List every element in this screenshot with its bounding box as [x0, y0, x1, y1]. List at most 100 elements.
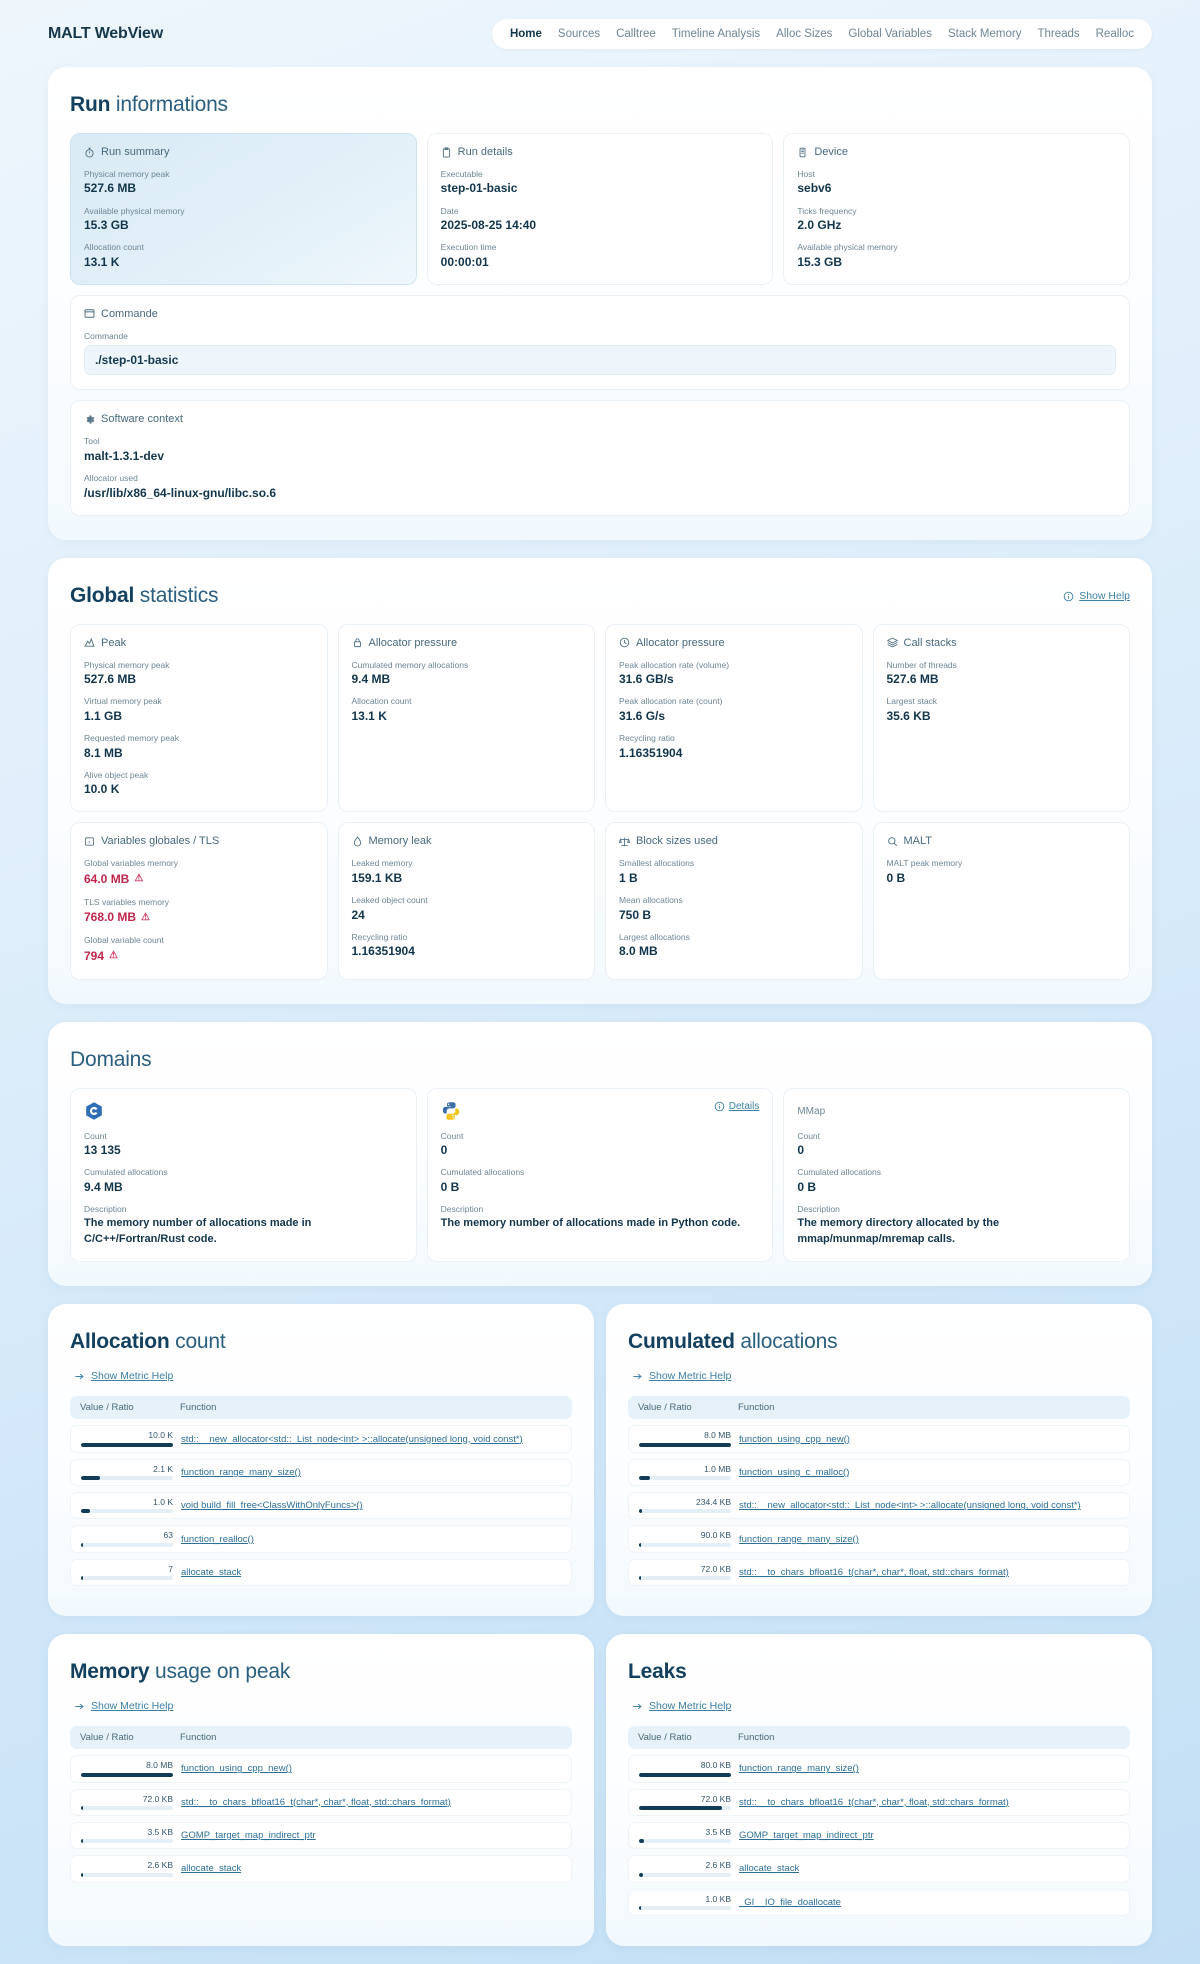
stat-value: 794 ⚠ — [84, 948, 118, 964]
function-link[interactable]: function_realloc() — [181, 1533, 254, 1545]
gear-icon — [84, 414, 95, 425]
lk-title-bold: Leaks — [628, 1660, 687, 1684]
nav-item-timeline-analysis[interactable]: Timeline Analysis — [671, 27, 761, 40]
memory-usage-help-link[interactable]: Show Metric Help — [91, 1700, 174, 1713]
stat-label: Physical memory peak — [84, 659, 170, 670]
nav-item-realloc[interactable]: Realloc — [1095, 27, 1134, 40]
function-link[interactable]: function_range_many_size() — [181, 1466, 301, 1478]
ratio-bar-track — [81, 1542, 173, 1547]
cumulated-allocations-help-link[interactable]: Show Metric Help — [649, 1370, 732, 1383]
function-link[interactable]: function_range_many_size() — [739, 1763, 859, 1775]
stat-row: Executable step-01-basic — [441, 169, 760, 197]
table-row[interactable]: 72.0 KB std::__to_chars_bfloat16_t(char*,… — [628, 1558, 1130, 1587]
stat-value-text: step-01-basic — [440, 181, 518, 196]
cumulated-allocations-metric-help[interactable]: Show Metric Help — [632, 1370, 1130, 1382]
function-link[interactable]: allocate_stack — [739, 1863, 800, 1875]
leaks-help-link[interactable]: Show Metric Help — [649, 1700, 732, 1713]
stat-value-text: 31.6 GB/s — [619, 672, 674, 687]
value-ratio-cell: 8.0 MB — [639, 1431, 739, 1447]
table-row[interactable]: 2.6 KB allocate_stack — [70, 1855, 572, 1883]
function-link[interactable]: function_using_cpp_new() — [181, 1763, 292, 1775]
nav-item-alloc-sizes[interactable]: Alloc Sizes — [776, 27, 833, 40]
function-link[interactable]: function_range_many_size() — [739, 1533, 859, 1545]
stat-value-text: 1.1 GB — [84, 708, 123, 723]
function-link[interactable]: GOMP_target_map_indirect_ptr — [181, 1830, 316, 1842]
domain-row: Cumulated allocations 0 B — [441, 1167, 760, 1195]
function-link[interactable]: std::__new_allocator<std::_List_node<int… — [739, 1500, 1081, 1512]
stat-value: 24 — [352, 907, 582, 923]
stat-value: 2.0 GHz — [797, 217, 1116, 233]
table-row[interactable]: 3.5 KB GOMP_target_map_indirect_ptr — [70, 1821, 572, 1850]
table-row[interactable]: 8.0 MB function_using_cpp_new() — [70, 1755, 572, 1783]
gs-title-rest: statistics — [134, 583, 219, 607]
domain-label: Cumulated allocations — [440, 1167, 525, 1178]
nav-item-global-variables[interactable]: Global Variables — [848, 27, 932, 40]
table-row[interactable]: 80.0 KB function_range_many_size() — [628, 1755, 1130, 1783]
function-link[interactable]: allocate_stack — [181, 1863, 242, 1875]
stat-value: 8.0 MB — [619, 943, 849, 959]
commande-title-text: Commande — [101, 307, 158, 320]
stat-value-text: 15.3 GB — [797, 254, 843, 269]
stat-value-text: 0 B — [886, 870, 906, 885]
nav-item-calltree[interactable]: Calltree — [616, 27, 656, 40]
allocation-count-metric-help[interactable]: Show Metric Help — [74, 1370, 572, 1382]
table-row[interactable]: 1.0 MB function_using_c_malloc() — [628, 1458, 1130, 1487]
function-link[interactable]: _GI__IO_file_doallocate — [739, 1896, 841, 1908]
memory-usage-metric-help[interactable]: Show Metric Help — [74, 1700, 572, 1712]
ca-title-rest: allocations — [734, 1330, 838, 1354]
allocation-count-help-link[interactable]: Show Metric Help — [91, 1370, 174, 1383]
peak-icon — [84, 637, 95, 648]
nav-item-stack-memory[interactable]: Stack Memory — [947, 27, 1022, 40]
col-value-ratio: Value / Ratio — [638, 1732, 692, 1744]
metric-value: 63 — [163, 1530, 173, 1541]
memory-usage-table-body: 8.0 MB function_using_cpp_new() 72.0 KB std… — [70, 1755, 572, 1883]
table-row[interactable]: 1.0 KB _GI__IO_file_doallocate — [628, 1888, 1130, 1916]
ratio-bar-fill — [639, 1772, 731, 1777]
commande-value[interactable]: ./step-01-basic — [84, 345, 1116, 376]
domain-label: Count — [797, 1130, 821, 1141]
table-row[interactable]: 2.1 K function_range_many_size() — [70, 1458, 572, 1487]
function-link[interactable]: void build_fill_free<ClassWithOnlyFuncs>… — [181, 1500, 363, 1512]
table-row[interactable]: 3.5 KB GOMP_target_map_indirect_ptr — [628, 1821, 1130, 1850]
stat-label: Available physical memory — [84, 205, 185, 216]
function-link[interactable]: function_using_c_malloc() — [739, 1466, 850, 1478]
function-link[interactable]: function_using_cpp_new() — [739, 1433, 850, 1445]
table-row[interactable]: 7 allocate_stack — [70, 1558, 572, 1587]
ratio-bar-track — [639, 1772, 731, 1777]
table-row[interactable]: 10.0 K std::__new_allocator<std::_List_no… — [70, 1425, 572, 1453]
stat-label: Global variable count — [84, 935, 164, 946]
stat-value-text: sebv6 — [797, 181, 832, 196]
stat-row: Smallest allocations 1 B — [619, 858, 849, 886]
table-row[interactable]: 72.0 KB std::__to_chars_bfloat16_t(char*,… — [628, 1788, 1130, 1816]
function-link[interactable]: std::__to_chars_bfloat16_t(char*, char*,… — [739, 1566, 1009, 1578]
domain-details-control[interactable]: Details — [714, 1100, 760, 1112]
stat-label: Host — [797, 169, 815, 179]
card-title-text: Call stacks — [903, 636, 957, 649]
leaks-metric-help[interactable]: Show Metric Help — [632, 1700, 1130, 1712]
table-row[interactable]: 2.6 KB allocate_stack — [628, 1855, 1130, 1883]
show-help-control[interactable]: Show Help — [1063, 590, 1130, 602]
function-link[interactable]: std::__to_chars_bfloat16_t(char*, char*,… — [181, 1796, 451, 1808]
table-row[interactable]: 234.4 KB std::__new_allocator<std::_List_… — [628, 1492, 1130, 1520]
table-row[interactable]: 90.0 KB function_range_many_size() — [628, 1525, 1130, 1553]
stat-label: MALT peak memory — [886, 858, 963, 869]
nav-item-threads[interactable]: Threads — [1037, 27, 1080, 40]
function-link[interactable]: allocate_stack — [181, 1566, 242, 1578]
ac-title-rest: count — [169, 1330, 226, 1354]
function-link[interactable]: std::__new_allocator<std::_List_node<int… — [181, 1433, 523, 1445]
table-row[interactable]: 8.0 MB function_using_cpp_new() — [628, 1425, 1130, 1453]
stat-label: Leaked object count — [351, 895, 428, 906]
function-link[interactable]: GOMP_target_map_indirect_ptr — [739, 1830, 874, 1842]
arrow-right-icon — [74, 1701, 85, 1712]
table-row[interactable]: 72.0 KB std::__to_chars_bfloat16_t(char*,… — [70, 1788, 572, 1816]
stat-card: Peak Physical memory peak 527.6 MB Virtual … — [70, 623, 328, 813]
show-help-link[interactable]: Show Help — [1079, 590, 1130, 603]
card-title-text: Peak — [101, 636, 127, 649]
memory-usage-on-peak-panel: Memory usage on peak Show Metric Help Va… — [48, 1634, 594, 1946]
table-row[interactable]: 63 function_realloc() — [70, 1525, 572, 1553]
domain-details-link[interactable]: Details — [728, 1100, 760, 1112]
function-link[interactable]: std::__to_chars_bfloat16_t(char*, char*,… — [739, 1796, 1009, 1808]
nav-item-sources[interactable]: Sources — [557, 27, 601, 40]
nav-item-home[interactable]: Home — [509, 27, 542, 40]
table-row[interactable]: 1.0 K void build_fill_free<ClassWithOnlyF… — [70, 1492, 572, 1520]
